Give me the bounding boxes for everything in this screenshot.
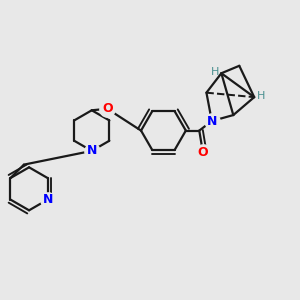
Text: N: N: [43, 193, 53, 206]
Text: O: O: [197, 146, 208, 159]
Text: H: H: [211, 67, 219, 77]
Text: H: H: [256, 91, 265, 101]
Text: N: N: [207, 115, 217, 128]
Text: O: O: [102, 102, 112, 115]
Text: N: N: [87, 144, 97, 158]
